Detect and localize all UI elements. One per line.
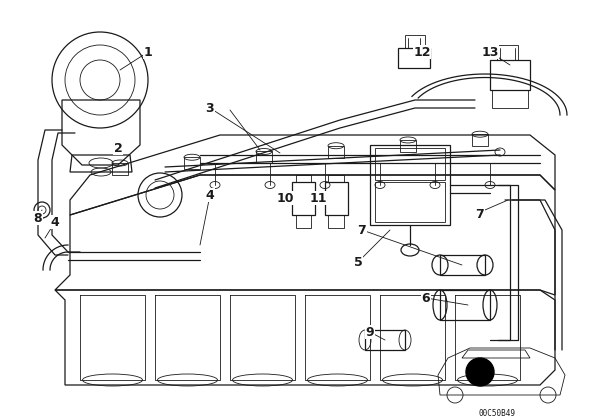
Text: 1: 1 <box>144 46 152 59</box>
Text: 10: 10 <box>276 191 294 204</box>
Text: 6: 6 <box>422 292 430 305</box>
Text: 3: 3 <box>205 101 214 114</box>
Text: 5: 5 <box>353 256 362 269</box>
Text: 8: 8 <box>34 212 42 225</box>
Text: 7: 7 <box>358 223 366 236</box>
Circle shape <box>466 358 494 386</box>
Text: 9: 9 <box>366 326 374 339</box>
Text: 00C50B49: 00C50B49 <box>478 409 516 417</box>
Text: 12: 12 <box>413 46 431 59</box>
Text: 4: 4 <box>205 189 214 202</box>
Text: 4: 4 <box>51 215 59 228</box>
Text: 2: 2 <box>114 142 123 155</box>
Text: 11: 11 <box>309 191 327 204</box>
Text: 7: 7 <box>475 207 484 220</box>
Text: 13: 13 <box>481 46 498 59</box>
